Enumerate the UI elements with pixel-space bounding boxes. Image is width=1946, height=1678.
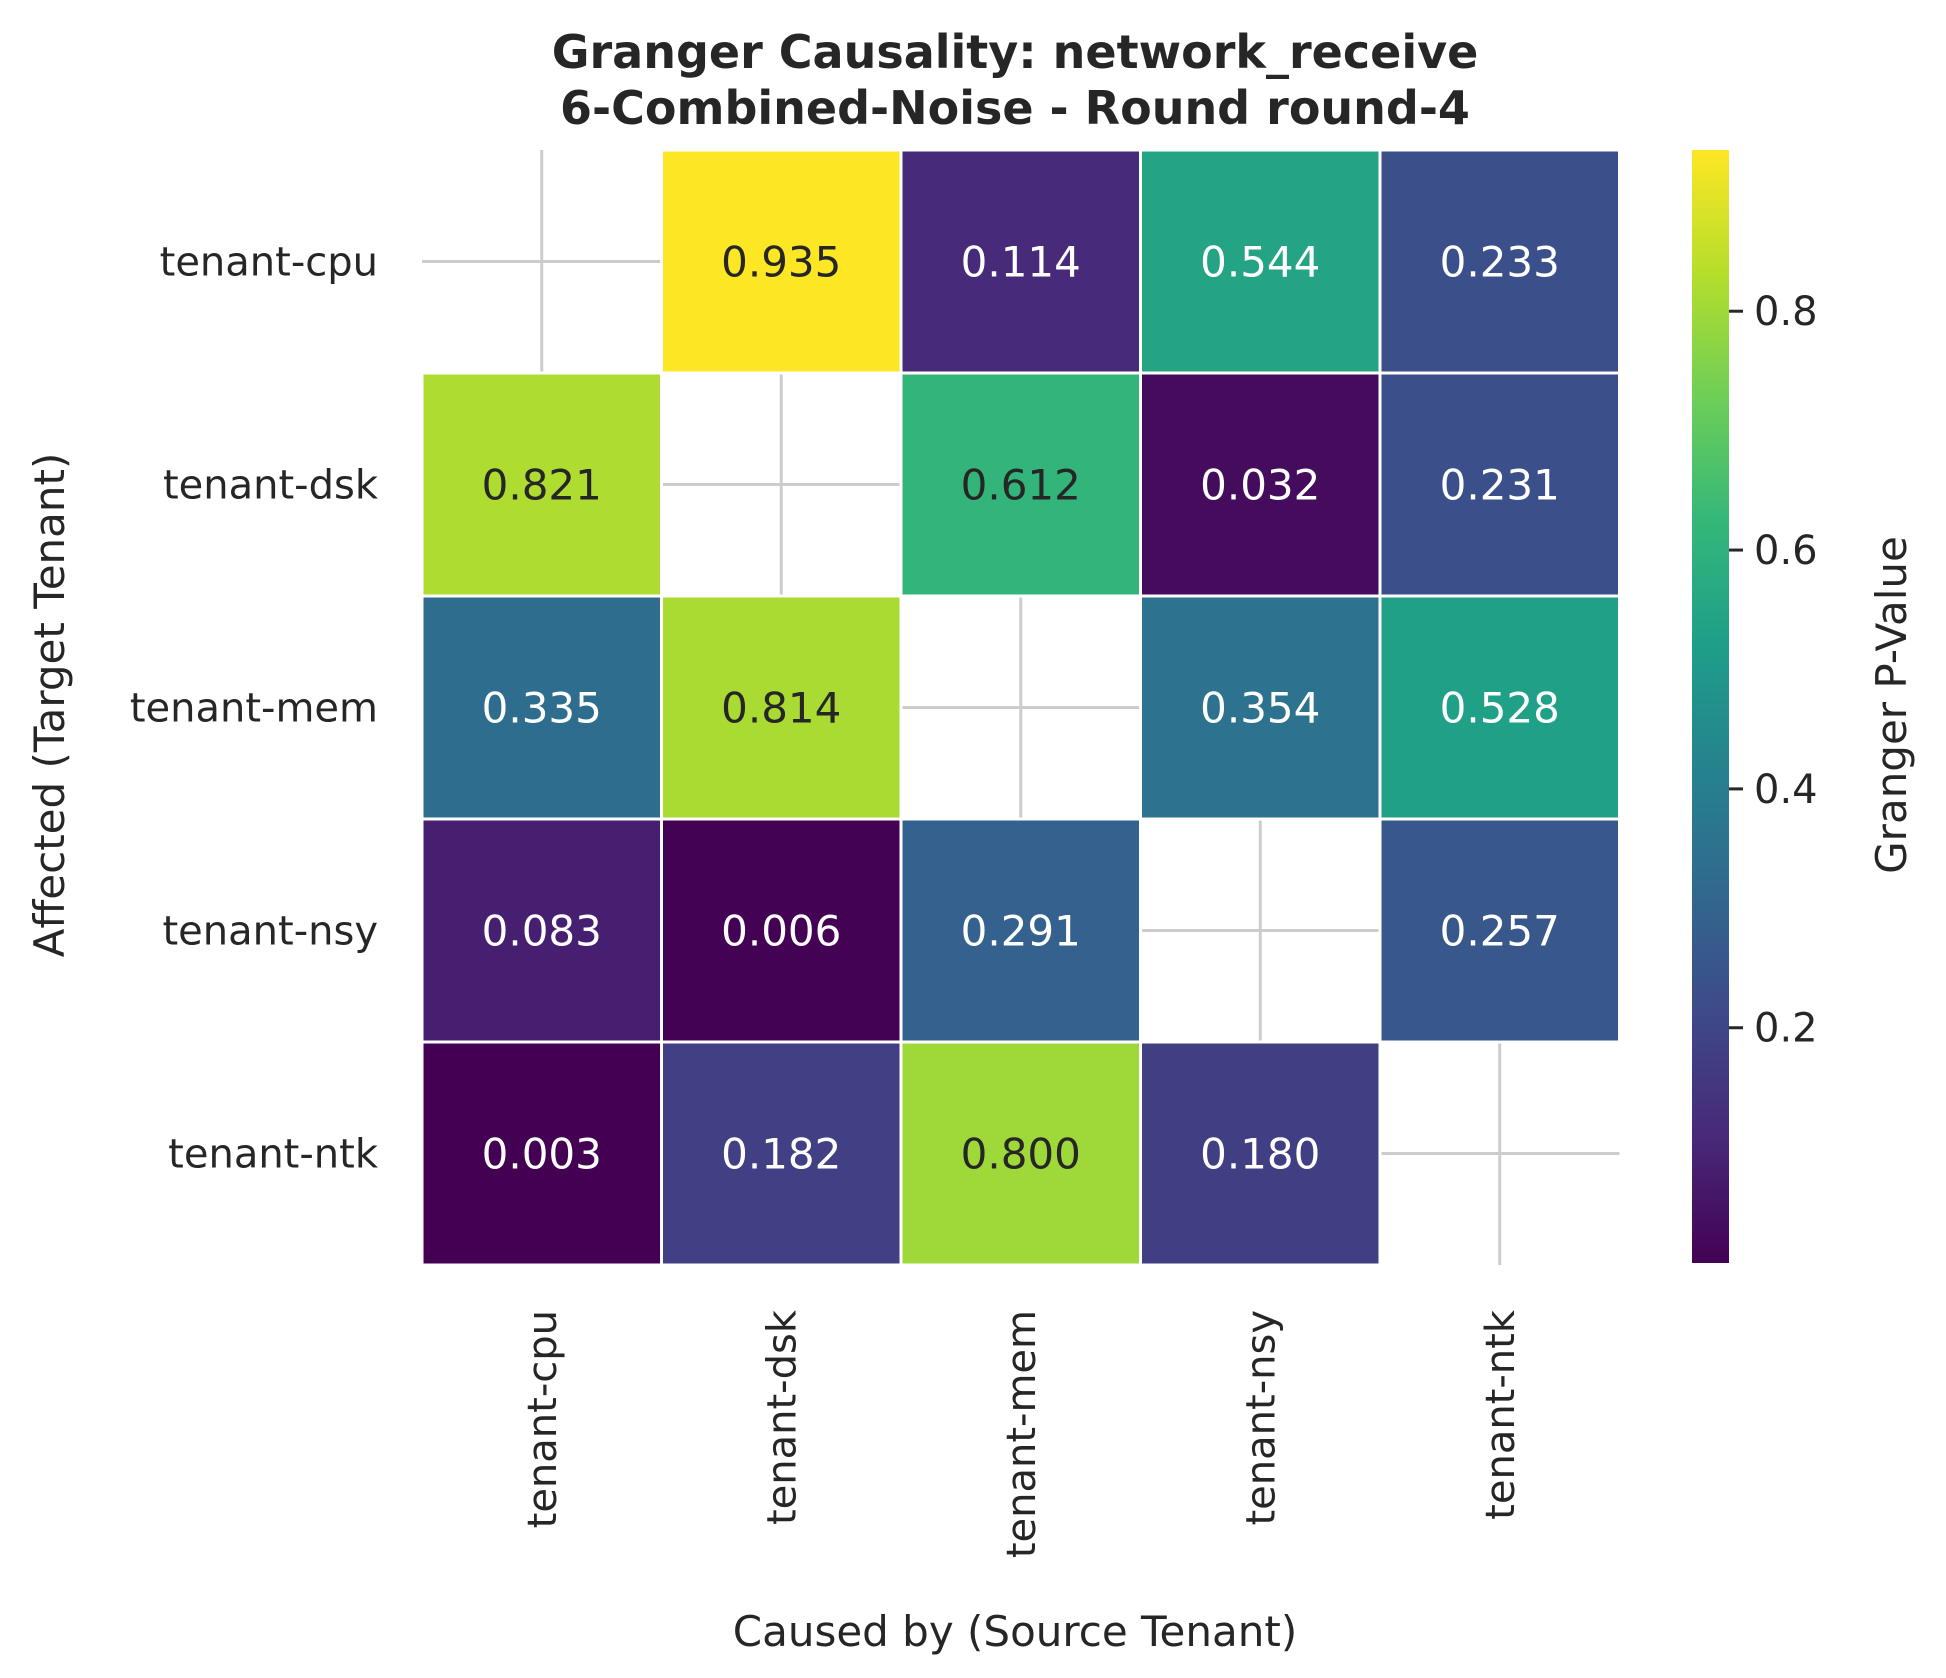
cell-value-label: 0.335 <box>482 684 602 733</box>
heatmap-cell-tenant-dsk-tenant-mem <box>899 371 1142 598</box>
colorbar-ticks: 0.2 0.4 0.6 0.8 <box>1729 289 1818 1052</box>
heatmap-cell-tenant-mem-tenant-ntk <box>1378 594 1621 821</box>
heatmap-cell-tenant-cpu-tenant-ntk <box>1378 148 1621 375</box>
heatmap-cell-tenant-cpu-tenant-mem <box>899 148 1142 375</box>
heatmap-cell-tenant-nsy-tenant-dsk <box>660 817 903 1044</box>
heatmap-cell-tenant-ntk-tenant-mem <box>899 1040 1142 1267</box>
heatmap-cell-tenant-nsy-tenant-cpu <box>420 817 663 1044</box>
x-tick-label: tenant-nsy <box>1238 1310 1284 1526</box>
heatmap-cell-tenant-mem-tenant-dsk <box>660 594 903 821</box>
y-tick-label: tenant-dsk <box>163 463 379 509</box>
colorbar-tick-label: 0.6 <box>1754 528 1818 574</box>
cell-value-label: 0.612 <box>961 461 1081 510</box>
cell-value-label: 0.800 <box>961 1130 1081 1179</box>
x-tick-label: tenant-ntk <box>1478 1309 1524 1520</box>
colorbar-tick-label: 0.4 <box>1754 767 1818 813</box>
x-tick-label: tenant-mem <box>999 1310 1045 1558</box>
cell-value-label: 0.233 <box>1440 238 1560 287</box>
y-tick-label: tenant-nsy <box>163 909 379 955</box>
cell-value-label: 0.544 <box>1200 238 1320 287</box>
heatmap-cell-tenant-ntk-tenant-dsk <box>660 1040 903 1267</box>
colorbar-tick-label: 0.8 <box>1754 289 1818 335</box>
y-axis-tick-labels: tenant-cpu tenant-dsk tenant-mem tenant-nsy… <box>130 240 379 1178</box>
y-tick-label: tenant-ntk <box>168 1132 379 1178</box>
x-axis-label: Caused by (Source Tenant) <box>733 1607 1297 1656</box>
y-tick-label: tenant-cpu <box>160 240 378 286</box>
colorbar-tick-label: 0.2 <box>1754 1006 1818 1052</box>
cell-value-label: 0.291 <box>961 907 1081 956</box>
y-axis-label: Affected (Target Tenant) <box>25 453 74 958</box>
heatmap-cell-tenant-dsk-tenant-ntk <box>1378 371 1621 598</box>
cell-value-label: 0.528 <box>1440 684 1560 733</box>
cell-value-label: 0.083 <box>482 907 602 956</box>
heatmap-cell-tenant-mem-tenant-cpu <box>420 594 663 821</box>
colorbar-label: Granger P-Value <box>1867 536 1916 874</box>
cell-value-label: 0.182 <box>721 1130 841 1179</box>
chart-title-line-1: Granger Causality: network_receive <box>552 25 1479 79</box>
heatmap-plot-area: 0.935 0.114 0.544 0.233 0.821 0.612 0.032 0.231… <box>420 148 1621 1267</box>
heatmap-cell-tenant-nsy-tenant-ntk <box>1378 817 1621 1044</box>
cell-value-label: 0.814 <box>721 684 841 733</box>
cell-value-label: 0.257 <box>1440 907 1560 956</box>
cell-value-label: 0.114 <box>961 238 1081 287</box>
cell-value-label: 0.231 <box>1440 461 1560 510</box>
cell-value-label: 0.935 <box>721 238 841 287</box>
x-tick-label: tenant-cpu <box>520 1310 566 1528</box>
cell-value-label: 0.180 <box>1200 1130 1320 1179</box>
cell-value-label: 0.032 <box>1200 461 1320 510</box>
cell-value-label: 0.006 <box>721 907 841 956</box>
cell-value-label: 0.821 <box>482 461 602 510</box>
heatmap-cell-tenant-mem-tenant-nsy <box>1139 594 1382 821</box>
x-axis-tick-labels: tenant-cpu tenant-dsk tenant-mem tenant-nsy… <box>520 1309 1524 1558</box>
colorbar <box>1692 150 1729 1263</box>
cell-value-label: 0.003 <box>482 1130 602 1179</box>
heatmap-cell-tenant-ntk-tenant-nsy <box>1139 1040 1382 1267</box>
heatmap-cell-tenant-dsk-tenant-cpu <box>420 371 663 598</box>
chart-title-line-2: 6-Combined-Noise - Round round-4 <box>560 81 1470 135</box>
x-tick-label: tenant-dsk <box>759 1309 805 1525</box>
y-tick-label: tenant-mem <box>130 686 378 732</box>
heatmap-cell-tenant-dsk-tenant-nsy <box>1139 371 1382 598</box>
heatmap-cell-tenant-ntk-tenant-cpu <box>420 1040 663 1267</box>
heatmap-cell-tenant-nsy-tenant-mem <box>899 817 1142 1044</box>
cell-value-label: 0.354 <box>1200 684 1320 733</box>
